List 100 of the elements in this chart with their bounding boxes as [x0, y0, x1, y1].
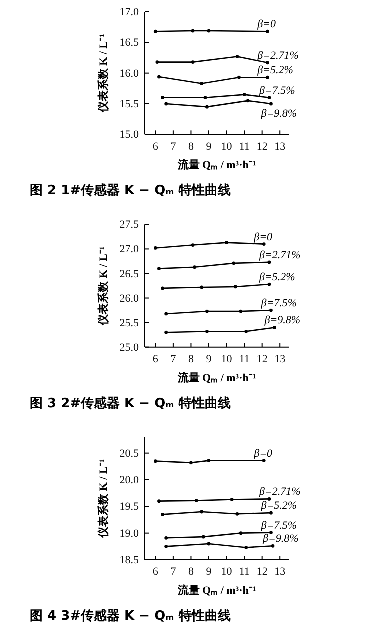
point [234, 285, 238, 289]
x-tick-label: 13 [274, 353, 286, 366]
x-tick-label: 6 [152, 566, 159, 578]
point [164, 102, 168, 106]
point [268, 498, 272, 501]
point [244, 546, 248, 550]
point [239, 532, 243, 536]
point [232, 262, 236, 266]
x-tick-label: 12 [256, 353, 268, 366]
point [207, 542, 211, 546]
series-label: β=5.2% [258, 272, 296, 284]
x-axis-title: 流量 Qₘ / m³·h⁻¹ [176, 371, 256, 384]
point [156, 60, 160, 64]
x-tick-label: 9 [206, 353, 212, 366]
x-tick-label: 11 [239, 353, 250, 366]
point [154, 246, 158, 250]
y-tick-label: 20.5 [120, 448, 140, 460]
series-label: β=9.8% [262, 533, 299, 546]
y-tick-label: 15.5 [120, 98, 140, 111]
point [200, 286, 204, 290]
point [164, 536, 168, 540]
x-axis-title: 流量 Qₘ / m³·h⁻¹ [176, 158, 256, 172]
x-tick-label: 13 [274, 140, 286, 153]
series-label: β=9.8% [260, 108, 298, 120]
series-label: β=0 [253, 231, 274, 244]
x-tick-label: 11 [239, 566, 250, 578]
point [194, 499, 198, 502]
x-tick-label: 13 [274, 566, 286, 578]
point [202, 535, 206, 539]
point [236, 512, 240, 516]
y-tick-label: 17.0 [120, 6, 140, 19]
series-label: β=5.2% [256, 64, 294, 77]
point [273, 326, 276, 330]
series-label: β=5.2% [260, 500, 298, 512]
y-tick-label: 19.0 [120, 528, 140, 540]
point [164, 330, 168, 334]
y-tick-label: 25.0 [120, 342, 140, 354]
x-tick-label: 9 [206, 140, 212, 153]
point [236, 55, 240, 58]
x-tick-label: 6 [152, 140, 159, 153]
point [154, 460, 158, 464]
point [270, 102, 273, 106]
point [158, 75, 161, 79]
point [206, 330, 209, 334]
y-tick-label: 20.0 [120, 474, 140, 487]
point [161, 286, 164, 290]
text: 图 3 2#传感器 K − Qₘ 特性曲线 [30, 395, 231, 412]
point [161, 96, 164, 100]
x-tick-label: 7 [170, 566, 177, 578]
point [200, 82, 204, 86]
point [266, 61, 270, 65]
point [164, 544, 168, 548]
y-tick-label: 15.0 [120, 129, 140, 142]
point [230, 498, 234, 502]
point [239, 310, 243, 314]
point [161, 512, 164, 516]
y-tick-label: 16.5 [120, 37, 140, 50]
y-tick-label: 26.5 [120, 268, 140, 280]
point [242, 93, 246, 96]
text: 图 4 3#传感器 K − Qₘ 特性曲线 [30, 608, 231, 624]
x-tick-label: 7 [170, 140, 177, 153]
x-axis-title: 流量 Qₘ / m³·h⁻¹ [176, 584, 256, 597]
x-tick-label: 9 [206, 566, 212, 578]
series-label: β=7.5% [260, 520, 298, 532]
series-label: β=2.71% [256, 50, 299, 62]
point [191, 244, 195, 247]
point [191, 29, 195, 33]
point [206, 310, 209, 314]
point [154, 30, 158, 34]
y-tick-label: 16.0 [120, 68, 140, 80]
y-tick-label: 27.0 [120, 244, 140, 256]
x-tick-label: 7 [170, 353, 177, 366]
series-label: β=7.5% [258, 84, 296, 97]
point [238, 76, 241, 80]
point [191, 60, 195, 64]
series-label: β=0 [253, 448, 274, 460]
point [207, 29, 211, 33]
y-tick-label: 27.5 [120, 219, 140, 232]
x-tick-label: 6 [152, 353, 159, 366]
x-tick-label: 8 [188, 566, 194, 578]
y-tick-label: 19.5 [120, 501, 140, 514]
x-tick-label: 10 [221, 566, 233, 578]
point [207, 459, 211, 462]
x-tick-label: 11 [239, 140, 250, 153]
x-tick-label: 8 [188, 353, 194, 366]
series-label: β=2.71% [258, 486, 301, 498]
point [204, 96, 208, 100]
point [200, 510, 204, 514]
point [244, 330, 248, 334]
y-axis-title: 仪表系数 K / L⁻¹ [97, 34, 110, 114]
x-tick-label: 10 [221, 140, 233, 153]
x-tick-label: 10 [221, 353, 233, 366]
point [158, 267, 161, 271]
point [164, 312, 168, 316]
y-tick-label: 26.0 [120, 292, 140, 305]
y-axis-title: 仪表系数 K / L⁻¹ [97, 246, 110, 326]
point [225, 241, 228, 245]
point [190, 461, 193, 465]
y-axis-title: 仪表系数 K / L⁻¹ [97, 459, 110, 539]
point [158, 500, 161, 504]
